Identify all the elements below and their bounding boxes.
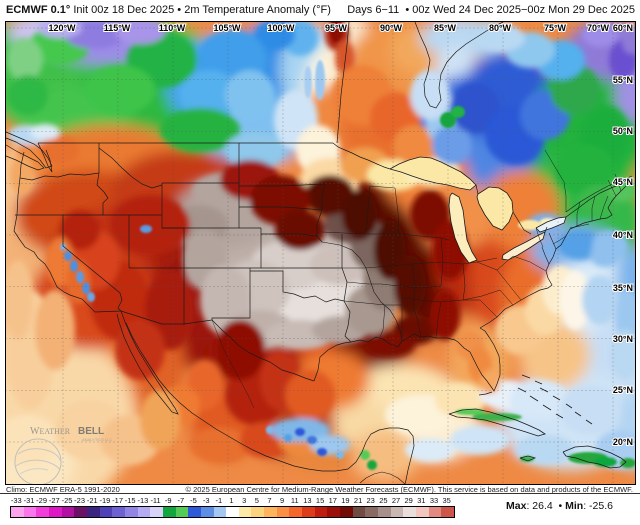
- svg-text:45°N: 45°N: [613, 177, 633, 187]
- svg-text:50°N: 50°N: [613, 126, 633, 136]
- svg-text:100°W: 100°W: [267, 23, 295, 33]
- svg-text:95°W: 95°W: [325, 23, 348, 33]
- svg-text:115°W: 115°W: [104, 23, 131, 33]
- svg-text:75°W: 75°W: [544, 23, 567, 33]
- svg-text:70°W: 70°W: [587, 23, 610, 33]
- svg-text:40°N: 40°N: [613, 230, 633, 240]
- svg-text:20°N: 20°N: [613, 437, 633, 447]
- svg-text:30°N: 30°N: [613, 334, 633, 344]
- svg-text:25°N: 25°N: [613, 385, 633, 395]
- svg-text:60°N: 60°N: [613, 23, 633, 33]
- svg-text:35°N: 35°N: [613, 283, 633, 293]
- svg-text:85°W: 85°W: [434, 23, 457, 33]
- svg-text:90°W: 90°W: [380, 23, 403, 33]
- svg-text:55°N: 55°N: [613, 75, 633, 85]
- svg-text:ANALYTICS LLC: ANALYTICS LLC: [82, 437, 112, 442]
- svg-text:110°W: 110°W: [159, 23, 186, 33]
- svg-text:BELL: BELL: [78, 426, 104, 437]
- svg-text:120°W: 120°W: [48, 23, 76, 33]
- svg-text:80°W: 80°W: [489, 23, 512, 33]
- svg-text:WEATHER: WEATHER: [30, 426, 71, 437]
- svg-text:105°W: 105°W: [213, 23, 241, 33]
